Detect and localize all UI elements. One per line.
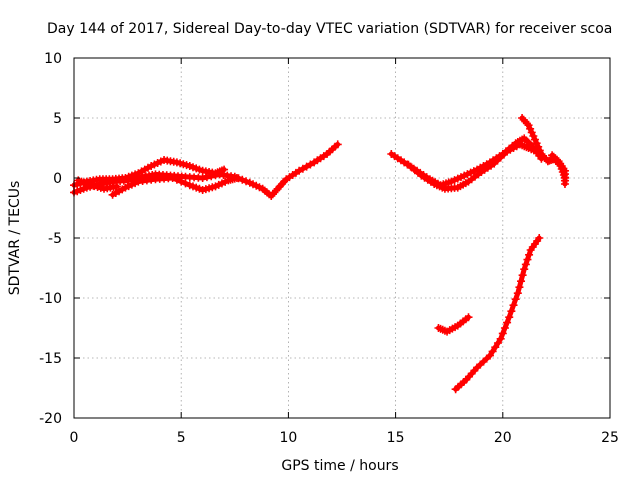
data-point xyxy=(491,343,500,352)
y-tick-label: -5 xyxy=(48,231,62,247)
data-point xyxy=(220,165,229,174)
data-point xyxy=(509,301,518,310)
data-point xyxy=(518,271,527,280)
data-point xyxy=(535,146,544,155)
data-point xyxy=(521,260,530,269)
data-point xyxy=(485,351,494,360)
series-track-j xyxy=(434,313,473,336)
y-tick-label: 10 xyxy=(44,51,62,67)
axis-ticks: 0 5 10 15 20 25 -20 -15 -10 -5 0 5 10 xyxy=(39,51,619,446)
series-track-f xyxy=(404,140,544,193)
data-point xyxy=(198,174,207,182)
data-point xyxy=(181,179,190,188)
data-point xyxy=(242,177,251,186)
data-point xyxy=(530,135,539,144)
x-tick-label: 15 xyxy=(387,430,405,446)
data-point xyxy=(526,124,535,133)
data-point xyxy=(534,142,543,151)
series-track-c xyxy=(108,174,241,199)
data-point xyxy=(525,250,534,259)
data-point xyxy=(529,132,538,140)
data-point xyxy=(513,289,522,298)
x-tick-label: 5 xyxy=(177,430,186,446)
x-tick-label: 25 xyxy=(601,430,619,446)
data-point xyxy=(202,173,211,182)
data-point xyxy=(560,180,569,188)
data-point xyxy=(503,318,512,327)
x-tick-label: 20 xyxy=(494,430,512,446)
data-point xyxy=(272,186,281,195)
data-point xyxy=(488,347,497,356)
x-tick-label: 0 xyxy=(70,430,79,446)
data-point xyxy=(168,174,177,182)
x-tick-label: 10 xyxy=(279,430,297,446)
data-point xyxy=(522,119,531,128)
grid-lines xyxy=(74,58,610,418)
data-point xyxy=(532,139,541,148)
data-point xyxy=(507,307,516,316)
y-tick-label: -15 xyxy=(39,351,62,367)
data-point xyxy=(498,329,507,338)
data-point xyxy=(517,277,526,286)
y-axis-label: SDTVAR / TECUs xyxy=(7,181,23,296)
data-point xyxy=(238,175,247,184)
data-point xyxy=(177,177,186,186)
data-point xyxy=(232,174,241,182)
y-tick-label: 0 xyxy=(53,171,62,187)
y-tick-label: 5 xyxy=(53,111,62,127)
y-tick-label: -20 xyxy=(39,411,62,427)
data-point xyxy=(333,140,342,149)
series-track-d xyxy=(74,176,121,193)
data-point xyxy=(524,121,533,130)
data-point xyxy=(172,175,181,184)
data-point xyxy=(464,313,473,322)
data-point xyxy=(520,265,529,274)
data-point xyxy=(515,283,524,292)
chart-title: Day 144 of 2017, Sidereal Day-to-day VTE… xyxy=(47,21,612,37)
data-point xyxy=(500,324,509,332)
y-tick-label: -10 xyxy=(39,291,62,307)
data-point xyxy=(511,295,520,304)
data-series xyxy=(70,114,569,394)
x-axis-label: GPS time / hours xyxy=(281,458,398,474)
data-point xyxy=(505,313,514,322)
data-point xyxy=(112,182,121,191)
data-point xyxy=(535,234,544,242)
series-track-i xyxy=(451,234,544,394)
data-point xyxy=(523,255,532,264)
data-point xyxy=(496,334,505,343)
data-point xyxy=(527,128,536,137)
series-track-h xyxy=(548,151,569,188)
data-point xyxy=(493,339,502,347)
